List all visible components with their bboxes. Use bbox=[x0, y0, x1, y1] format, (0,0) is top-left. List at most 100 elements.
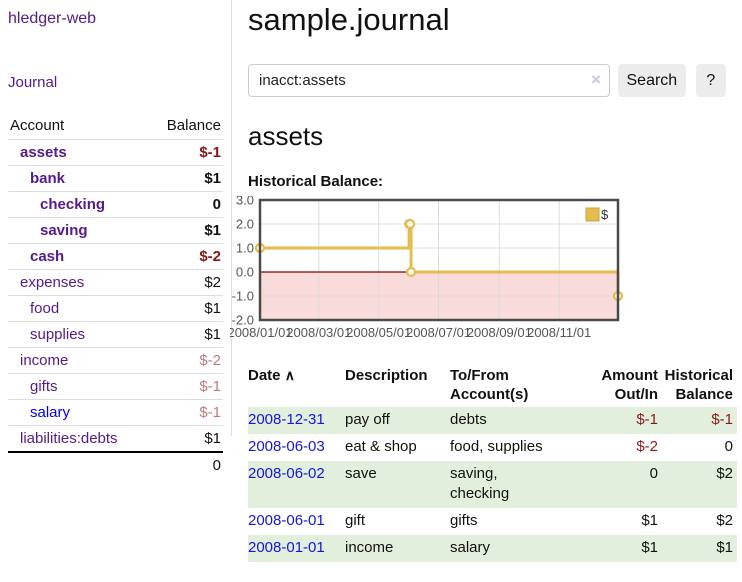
register-header-accounts: To/From Account(s) bbox=[450, 367, 529, 403]
register-row[interactable]: 2008-06-01 gift gifts $1 $2 bbox=[248, 508, 737, 535]
account-link[interactable]: liabilities:debts bbox=[20, 430, 118, 447]
account-row: supplies $1 bbox=[8, 321, 223, 348]
account-balance: $-2 bbox=[149, 347, 223, 374]
account-row: gifts $-1 bbox=[8, 373, 223, 400]
account-link[interactable]: supplies bbox=[30, 326, 86, 343]
account-link[interactable]: income bbox=[20, 352, 69, 369]
accounts-total: 0 bbox=[149, 451, 223, 478]
register-cell-balance: 0 bbox=[724, 438, 733, 455]
account-link[interactable]: checking bbox=[40, 196, 106, 213]
transaction-date-link[interactable]: 2008-06-03 bbox=[248, 438, 325, 455]
svg-text:2008/09/01: 2008/09/01 bbox=[467, 325, 532, 340]
account-row: salary $-1 bbox=[8, 399, 223, 426]
svg-text:$: $ bbox=[601, 207, 609, 222]
svg-text:1.0: 1.0 bbox=[236, 241, 254, 256]
account-balance: $-1 bbox=[149, 139, 223, 166]
account-balance: $1 bbox=[149, 295, 223, 322]
register-cell-date: 2008-06-03 bbox=[248, 434, 345, 461]
svg-text:-1.0: -1.0 bbox=[232, 289, 254, 304]
account-heading: assets bbox=[248, 121, 324, 151]
account-link[interactable]: saving bbox=[40, 222, 88, 239]
register-cell-date: 2008-06-02 bbox=[248, 461, 345, 508]
account-balance: $1 bbox=[149, 321, 223, 348]
sidebar-item-journal[interactable]: Journal bbox=[8, 74, 58, 91]
register-cell-date: 2008-12-31 bbox=[248, 407, 345, 434]
register-cell-balance: $2 bbox=[662, 461, 737, 508]
account-row: assets $-1 bbox=[8, 139, 223, 166]
register-cell-description: income bbox=[345, 535, 450, 562]
account-row: expenses $2 bbox=[8, 269, 223, 296]
historical-balance-chart[interactable]: $3.0 2.0 1.0 0.0 -1.0 -2.0 2008/01/01 2008/03/0… bbox=[227, 193, 726, 350]
register-cell-amount: $1 bbox=[590, 535, 662, 562]
svg-text:2008/03/01: 2008/03/01 bbox=[286, 325, 351, 340]
register-cell-accounts: debts bbox=[450, 407, 590, 434]
account-row: liabilities:debts $1 bbox=[8, 425, 223, 452]
account-balance: $1 bbox=[149, 425, 223, 452]
register-cell-accounts: saving, checking bbox=[450, 461, 590, 508]
account-balance: $2 bbox=[149, 269, 223, 296]
svg-text:2.0: 2.0 bbox=[236, 217, 254, 232]
accounts-header-balance: Balance bbox=[166, 117, 221, 134]
register-header-amount: Amount Out/In bbox=[601, 367, 658, 403]
account-link[interactable]: food bbox=[30, 300, 60, 317]
account-balance: $1 bbox=[149, 165, 223, 192]
search-input[interactable] bbox=[248, 64, 610, 97]
transaction-date-link[interactable]: 2008-06-02 bbox=[248, 465, 325, 482]
account-link[interactable]: salary bbox=[30, 404, 71, 421]
account-row: income $-2 bbox=[8, 347, 223, 374]
register-cell-description: pay off bbox=[345, 407, 450, 434]
transaction-date-link[interactable]: 2008-12-31 bbox=[248, 411, 325, 428]
accounts-table: Account Balance assets $-1 bank $1 checking 0… bbox=[8, 113, 223, 478]
sort-ascending-icon: ∧ bbox=[284, 367, 295, 383]
account-row: saving $1 bbox=[8, 217, 223, 244]
svg-text:2008/01/01: 2008/01/01 bbox=[230, 325, 293, 340]
register-cell-accounts: gifts bbox=[450, 512, 478, 529]
register-header-balance: Historical Balance bbox=[664, 367, 733, 403]
account-balance: $-2 bbox=[149, 243, 223, 270]
account-link[interactable]: bank bbox=[30, 170, 66, 187]
register-cell-balance: $1 bbox=[662, 535, 737, 562]
register-cell-amount: $-2 bbox=[636, 438, 658, 455]
register-row[interactable]: 2008-01-01 income salary $1 $1 bbox=[248, 535, 737, 562]
register-row[interactable]: 2008-06-02 save saving, checking 0 $2 bbox=[248, 461, 737, 508]
help-button[interactable]: ? bbox=[695, 64, 726, 97]
main-content: sample.journal × Search ? assets Histori… bbox=[227, 0, 737, 582]
register-header-description: Description bbox=[345, 367, 428, 384]
search-button[interactable]: Search bbox=[618, 64, 686, 97]
account-link[interactable]: assets bbox=[20, 144, 67, 161]
register-table: Date ∧ Description To/From Account(s) Am… bbox=[248, 364, 737, 562]
account-link[interactable]: expenses bbox=[20, 274, 85, 291]
accounts-total-row: 0 bbox=[8, 451, 223, 478]
register-row[interactable]: 2008-06-03 eat & shop food, supplies $-2 0 bbox=[248, 434, 737, 461]
account-link[interactable]: cash bbox=[30, 248, 65, 265]
register-header-date[interactable]: Date ∧ bbox=[248, 367, 295, 384]
account-balance: $-1 bbox=[149, 373, 223, 400]
app-title-link[interactable]: hledger-web bbox=[8, 10, 97, 27]
account-link[interactable]: gifts bbox=[30, 378, 58, 395]
register-cell-amount: $-1 bbox=[590, 407, 662, 434]
register-row[interactable]: 2008-12-31 pay off debts $-1 $-1 bbox=[248, 407, 737, 434]
register-cell-description: gift bbox=[345, 512, 366, 529]
svg-text:2008/11/01: 2008/11/01 bbox=[527, 325, 591, 340]
svg-text:-2.0: -2.0 bbox=[232, 313, 254, 328]
account-balance: $1 bbox=[149, 217, 223, 244]
accounts-header-account: Account bbox=[10, 117, 65, 134]
search-bar: × Search ? bbox=[248, 64, 726, 97]
svg-text:0.0: 0.0 bbox=[236, 265, 254, 280]
page-title: sample.journal bbox=[248, 2, 450, 37]
register-cell-balance: $2 bbox=[716, 512, 733, 529]
transaction-date-link[interactable]: 2008-06-01 bbox=[248, 512, 325, 529]
svg-text:2008/07/01: 2008/07/01 bbox=[406, 325, 471, 340]
sidebar: hledger-web Journal Account Balance asse… bbox=[0, 0, 232, 478]
register-cell-accounts: food, supplies bbox=[450, 438, 543, 455]
register-cell-balance: $-1 bbox=[662, 407, 737, 434]
account-row: food $1 bbox=[8, 295, 223, 322]
register-cell-description: eat & shop bbox=[345, 438, 417, 455]
account-row: cash $-2 bbox=[8, 243, 223, 270]
register-cell-amount: $1 bbox=[641, 512, 658, 529]
clear-search-icon[interactable]: × bbox=[591, 70, 601, 89]
register-cell-description: save bbox=[345, 461, 450, 508]
transaction-date-link[interactable]: 2008-01-01 bbox=[248, 539, 325, 556]
chart-title: Historical Balance: bbox=[248, 173, 384, 190]
register-cell-date: 2008-01-01 bbox=[248, 535, 345, 562]
